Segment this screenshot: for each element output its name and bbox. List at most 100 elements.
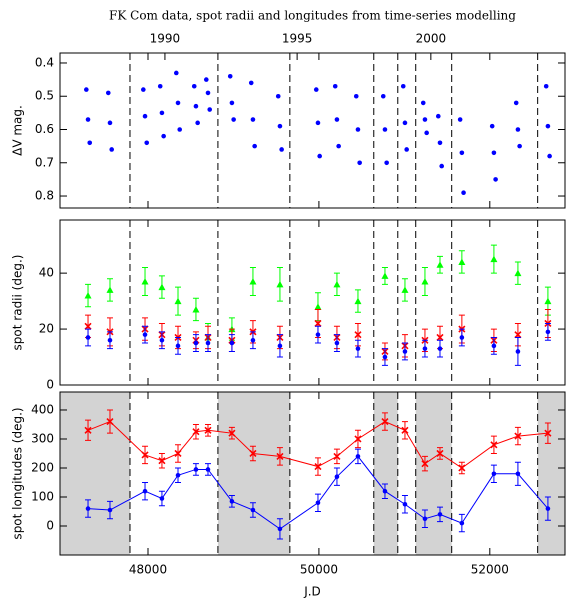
shaded-region (373, 392, 398, 555)
point (384, 160, 389, 166)
y-tick-label: 0.4 (35, 55, 54, 69)
point (159, 110, 165, 116)
point (382, 488, 388, 494)
point (249, 449, 257, 458)
point (401, 286, 409, 293)
point (458, 464, 466, 472)
point (276, 280, 284, 288)
chart-title: FK Com data, spot radii and longitudes f… (109, 9, 516, 23)
point (141, 278, 149, 285)
point (354, 435, 362, 443)
point (276, 452, 284, 460)
point (489, 123, 495, 129)
point (336, 143, 341, 149)
point (401, 426, 409, 434)
point (493, 177, 498, 182)
point (161, 133, 166, 139)
point (174, 297, 182, 305)
point (491, 471, 497, 477)
point (229, 499, 235, 504)
point (459, 520, 465, 526)
point (439, 163, 444, 169)
panel: 0 100 200 300 400 48000 50000 52000 spot longitu… (11, 391, 566, 599)
point (84, 322, 92, 330)
point (421, 278, 429, 285)
point (380, 93, 386, 99)
point (544, 429, 552, 437)
point (159, 496, 165, 501)
point (543, 83, 549, 89)
point (545, 123, 551, 129)
y-tick-label: 0.7 (35, 155, 54, 169)
y-tick-label: 300 (31, 431, 54, 445)
point (159, 337, 165, 343)
y-axis-label: spot longitudes (deg.) (11, 407, 25, 539)
point (192, 428, 200, 436)
point (334, 474, 340, 479)
point (354, 331, 362, 339)
point (515, 349, 521, 354)
point (207, 107, 213, 112)
point (355, 346, 361, 351)
x-tick-label: 52000 (471, 563, 509, 577)
point (177, 127, 183, 132)
point (248, 80, 254, 86)
point (424, 130, 429, 136)
point (333, 280, 341, 288)
point (141, 87, 146, 92)
y-tick-label: 400 (31, 402, 54, 416)
point (436, 333, 444, 342)
point (87, 140, 93, 146)
point (459, 335, 465, 340)
point (491, 343, 497, 349)
point (514, 432, 522, 440)
point (252, 143, 257, 149)
point (158, 283, 166, 291)
point (355, 127, 361, 132)
y-tick-label: 40 (39, 266, 54, 280)
point (144, 140, 150, 146)
x2-tick-label: 1990 (150, 32, 181, 46)
point (195, 120, 200, 126)
y-axis-label: spot radii (deg.) (11, 255, 25, 351)
point (250, 117, 256, 122)
point (279, 147, 284, 152)
point (205, 467, 211, 472)
point (193, 340, 199, 346)
point (158, 457, 166, 465)
x-axis-label: J.D (303, 585, 321, 599)
point (250, 507, 256, 513)
point (354, 297, 362, 305)
plot-area (60, 392, 565, 555)
x2-tick-label: 2000 (416, 32, 447, 46)
point (400, 83, 406, 89)
point (459, 150, 465, 156)
point (422, 346, 428, 351)
point (141, 451, 149, 459)
point (437, 512, 443, 517)
y-tick-label: 100 (31, 489, 54, 503)
point (142, 113, 148, 119)
point (205, 340, 211, 346)
point (205, 90, 211, 96)
point (332, 83, 338, 89)
point (402, 349, 408, 354)
point (334, 340, 340, 346)
point (458, 258, 466, 265)
point (173, 70, 179, 76)
shaded-region (415, 392, 452, 555)
plot-area (84, 53, 552, 208)
point (437, 346, 443, 351)
point (107, 507, 113, 513)
point (333, 452, 341, 460)
point (457, 117, 463, 122)
frame (59, 219, 566, 386)
frame (59, 391, 566, 556)
point (517, 143, 522, 149)
point (85, 117, 91, 122)
frame (59, 52, 566, 209)
point (545, 329, 551, 335)
point (193, 467, 199, 472)
x-tick-label: 50000 (300, 563, 338, 577)
